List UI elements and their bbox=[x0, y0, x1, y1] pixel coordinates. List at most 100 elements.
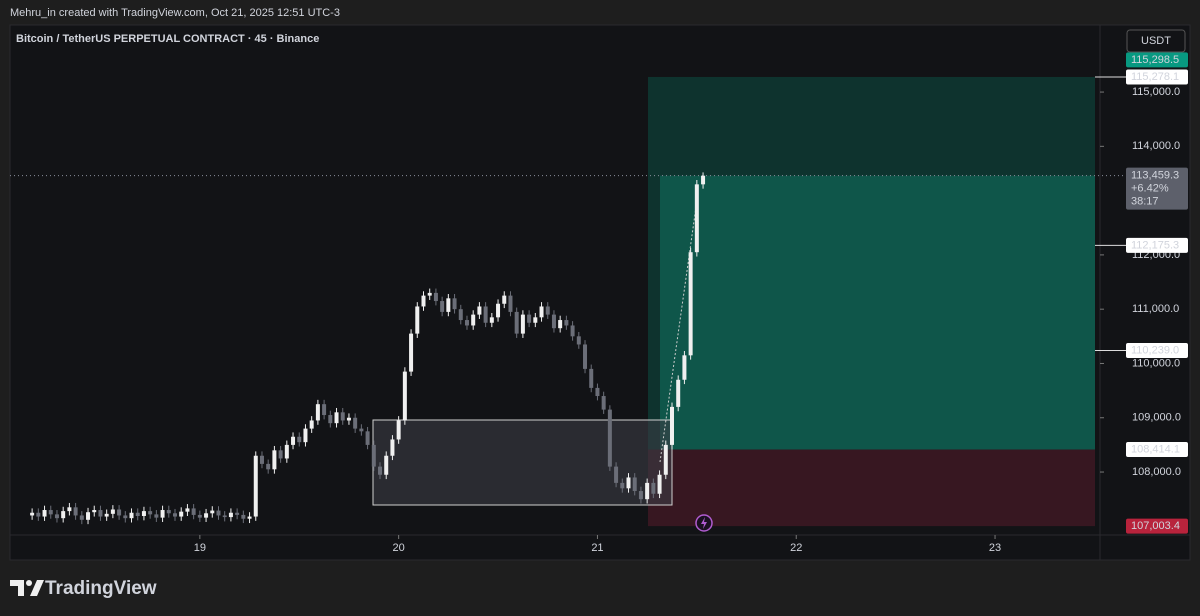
candle-body bbox=[210, 510, 215, 514]
candle-body bbox=[576, 336, 581, 345]
level-price-box bbox=[1126, 342, 1188, 358]
candle-body bbox=[204, 513, 209, 518]
x-tick-label: 19 bbox=[194, 542, 206, 554]
candle-body bbox=[104, 513, 109, 517]
candle-body bbox=[129, 512, 134, 519]
chart-layer: 108,000.0 109,000.0 110,000.0 111,000.0 112,… bbox=[10, 52, 1188, 554]
candle-body bbox=[322, 404, 327, 416]
candle-body bbox=[676, 379, 681, 407]
candle-body bbox=[688, 252, 693, 356]
candle-body bbox=[359, 428, 364, 432]
candle-body bbox=[651, 482, 656, 494]
crosshair-price: 115,298.5 bbox=[1131, 54, 1179, 66]
candle-body bbox=[61, 511, 66, 519]
candle-body bbox=[663, 444, 668, 475]
candle-body bbox=[396, 420, 401, 440]
candle-body bbox=[551, 314, 556, 329]
alert-bolt bbox=[701, 517, 707, 529]
candle-body bbox=[67, 507, 72, 512]
candle-body bbox=[477, 306, 482, 315]
candle-body bbox=[92, 510, 97, 513]
candle-body bbox=[564, 320, 569, 326]
candle-body bbox=[334, 412, 339, 424]
x-tick-label: 20 bbox=[393, 542, 405, 554]
candle-body bbox=[471, 314, 476, 326]
candle-body bbox=[253, 455, 258, 517]
y-tick-label: 111,000.0 bbox=[1132, 303, 1179, 315]
candle-body bbox=[701, 175, 706, 185]
candle-body bbox=[682, 355, 687, 380]
candle-body bbox=[458, 309, 463, 321]
candle-body bbox=[154, 514, 159, 518]
y-tick-label: 112,000.0 bbox=[1132, 249, 1180, 261]
candle-body bbox=[123, 515, 128, 519]
candle-body bbox=[409, 333, 414, 372]
last-price-box bbox=[1126, 167, 1188, 210]
level-price-box bbox=[1126, 237, 1188, 253]
candle-body bbox=[452, 298, 457, 310]
trade-path bbox=[659, 199, 698, 463]
candle-body bbox=[601, 396, 606, 410]
candle-body bbox=[266, 463, 271, 470]
candle-body bbox=[539, 306, 544, 318]
candle-body bbox=[514, 311, 519, 334]
candle-body bbox=[545, 306, 550, 315]
candle-body bbox=[197, 514, 202, 518]
candle-body bbox=[694, 184, 699, 253]
candle-body bbox=[402, 371, 407, 421]
y-tick-label: 110,000.0 bbox=[1132, 357, 1180, 369]
candle-body bbox=[620, 482, 625, 489]
candle-body bbox=[216, 510, 221, 516]
candle-body bbox=[558, 320, 563, 329]
header-text: Mehru_in created with TradingView.com, O… bbox=[10, 7, 340, 19]
candle-body bbox=[272, 450, 277, 470]
candle-body bbox=[110, 509, 115, 514]
candle-body bbox=[527, 314, 532, 323]
candle-body bbox=[583, 344, 588, 369]
candle-body bbox=[384, 455, 389, 475]
chart-title: Bitcoin / TetherUS PERPETUAL CONTRACT · … bbox=[16, 33, 319, 45]
candle-body bbox=[371, 444, 376, 467]
level-price: 110,239.0 bbox=[1131, 344, 1179, 356]
candle-body bbox=[632, 477, 637, 492]
candle-body bbox=[669, 406, 674, 445]
candle-body bbox=[259, 455, 264, 464]
candle-body bbox=[390, 439, 395, 456]
candle-body bbox=[297, 436, 302, 443]
candle-body bbox=[86, 512, 91, 520]
y-tick-label: 115,000.0 bbox=[1132, 86, 1180, 98]
candle-body bbox=[502, 295, 507, 304]
candle-body bbox=[508, 295, 513, 312]
candle-body bbox=[235, 512, 240, 515]
currency-box[interactable] bbox=[1126, 29, 1186, 53]
range-box bbox=[372, 419, 673, 506]
entry-price-box bbox=[1126, 442, 1188, 458]
candle-body bbox=[626, 477, 631, 489]
candle-body bbox=[241, 514, 246, 519]
open-profit-zone bbox=[660, 175, 1095, 450]
stop-zone bbox=[648, 449, 1095, 527]
candle-body bbox=[415, 306, 420, 334]
candle-body bbox=[222, 515, 227, 518]
candle-body bbox=[483, 306, 488, 323]
candle-body bbox=[179, 511, 184, 517]
candle-body bbox=[98, 510, 103, 517]
candle-body bbox=[309, 420, 314, 429]
candle-body bbox=[614, 466, 619, 483]
candle-body bbox=[589, 368, 594, 388]
candle-body bbox=[79, 515, 84, 520]
candle-body bbox=[433, 292, 438, 302]
candle-body bbox=[30, 512, 35, 516]
candle-body bbox=[440, 301, 445, 312]
candle-body bbox=[533, 317, 538, 323]
candle-body bbox=[54, 514, 59, 519]
candle-body bbox=[291, 436, 296, 445]
tv-logo-icon bbox=[10, 580, 44, 596]
candle-body bbox=[365, 431, 370, 445]
candle-body bbox=[303, 428, 308, 443]
candle-body bbox=[36, 512, 41, 517]
candle-body bbox=[228, 512, 233, 518]
candle-body bbox=[464, 320, 469, 326]
price-change: +6.42% bbox=[1131, 183, 1169, 195]
